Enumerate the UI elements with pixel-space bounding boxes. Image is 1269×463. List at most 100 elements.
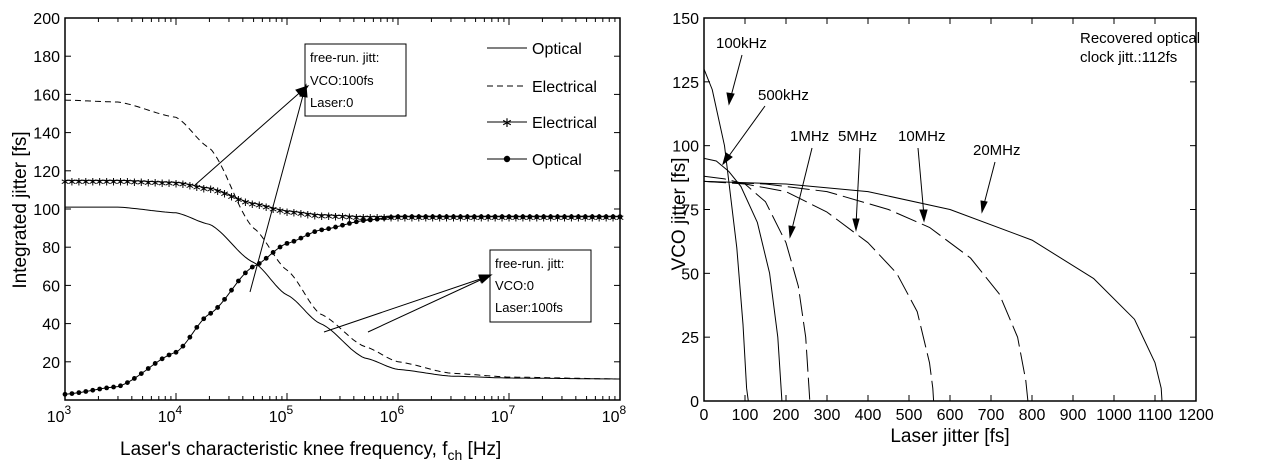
data-point: ∗	[81, 174, 91, 188]
y-tick-label: 20	[42, 355, 60, 372]
curve-label: 1MHz	[790, 128, 829, 145]
legend-label: Electrical	[532, 115, 597, 132]
y-tick-label: 125	[672, 75, 699, 92]
y-tick-label: 180	[33, 49, 60, 66]
data-point	[229, 287, 234, 293]
legend-label: Electrical	[532, 79, 597, 96]
data-point	[249, 264, 255, 270]
left-chart: 20 40 60 80 100 120 140 160 180 200 103 104 105 106 10…	[10, 11, 627, 463]
data-point	[340, 222, 345, 228]
data-point	[569, 214, 574, 220]
data-point: ∗	[115, 174, 125, 188]
data-point	[555, 214, 560, 220]
data-point	[111, 384, 116, 390]
star-marker: ∗	[501, 114, 513, 130]
arrowhead	[299, 83, 308, 98]
vco-curve-0	[703, 68, 749, 402]
left-x-axis-label: Laser's characteristic knee frequency, f…	[120, 439, 501, 463]
data-point	[367, 217, 373, 223]
y-tick-label: 200	[33, 11, 60, 28]
data-point	[423, 214, 429, 220]
data-point: ∗	[289, 206, 299, 220]
data-point	[90, 387, 96, 393]
data-point	[284, 240, 290, 246]
x-tick-label: 108	[602, 403, 627, 426]
data-point: ∗	[88, 174, 98, 188]
data-point	[381, 215, 387, 221]
data-point	[458, 214, 463, 220]
data-point: ∗	[351, 210, 361, 224]
x-tick-label: 400	[855, 407, 882, 424]
x-tick-label: 103	[47, 403, 72, 426]
curve-label: 500kHz	[758, 87, 809, 104]
y-tick-label: 60	[42, 278, 60, 295]
legend-label: Optical	[532, 41, 582, 58]
data-point: ∗	[337, 210, 347, 224]
data-point	[166, 352, 172, 358]
x-tick-label: 500	[896, 407, 923, 424]
data-point	[347, 220, 352, 226]
data-point	[305, 232, 311, 238]
data-point: ∗	[136, 175, 146, 189]
x-tick-label: 200	[773, 407, 800, 424]
x-tick-label: 300	[814, 407, 841, 424]
data-point: ∗	[254, 198, 264, 212]
data-point	[125, 380, 130, 385]
data-point	[374, 216, 380, 222]
data-point	[499, 214, 505, 220]
data-point: ∗	[122, 175, 132, 189]
data-point: ∗	[247, 197, 257, 211]
data-point	[76, 390, 82, 396]
series-line-0	[65, 206, 620, 380]
data-point	[242, 270, 248, 276]
data-point	[187, 334, 193, 340]
data-point	[319, 227, 325, 233]
data-point	[215, 305, 221, 310]
data-point: ∗	[233, 193, 243, 207]
data-point	[388, 214, 394, 220]
data-point	[201, 316, 207, 322]
data-point	[610, 214, 616, 220]
data-point	[395, 214, 401, 220]
x-tick-label: 0	[700, 407, 709, 424]
annotation-line: free-run. jitt:	[495, 256, 564, 271]
data-point	[471, 214, 477, 220]
x-tick-label: 107	[491, 403, 516, 426]
data-point	[430, 214, 436, 220]
annotation-box-laser: free-run. jitt: VCO:0 Laser:100fs	[489, 249, 592, 323]
series-line-1	[64, 99, 620, 380]
data-point	[159, 356, 165, 362]
vco-curve-5	[703, 180, 1163, 402]
data-point: ∗	[310, 208, 320, 222]
data-point	[548, 214, 554, 220]
data-point	[464, 214, 470, 220]
data-point	[360, 218, 366, 224]
data-point	[562, 214, 567, 220]
arrow-line	[323, 275, 490, 333]
data-point	[437, 214, 443, 220]
data-point: ∗	[67, 174, 77, 188]
data-point: ∗	[102, 174, 112, 188]
left-y-axis-label: Integrated jitter [fs]	[10, 131, 31, 288]
data-point	[485, 214, 491, 220]
data-point: ∗	[185, 179, 195, 193]
annotation-line: free-run. jitt:	[310, 50, 379, 65]
data-point: ∗	[324, 209, 334, 223]
data-point: ∗	[220, 187, 230, 201]
y-tick-label: 100	[33, 202, 60, 219]
data-point	[277, 244, 283, 250]
annotation-arrows	[194, 83, 493, 333]
data-point	[492, 214, 498, 220]
data-point: ∗	[226, 190, 236, 204]
curve-label: 5MHz	[838, 128, 877, 145]
data-point	[596, 214, 602, 220]
y-tick-label: 50	[681, 266, 699, 283]
data-point	[83, 389, 89, 394]
data-point	[409, 214, 415, 220]
data-point: ∗	[240, 195, 250, 209]
data-point	[263, 255, 269, 261]
data-point	[69, 391, 75, 396]
vco-curve-1	[703, 157, 783, 402]
x-tick-label: 1000	[1096, 407, 1132, 424]
data-point	[617, 214, 623, 220]
